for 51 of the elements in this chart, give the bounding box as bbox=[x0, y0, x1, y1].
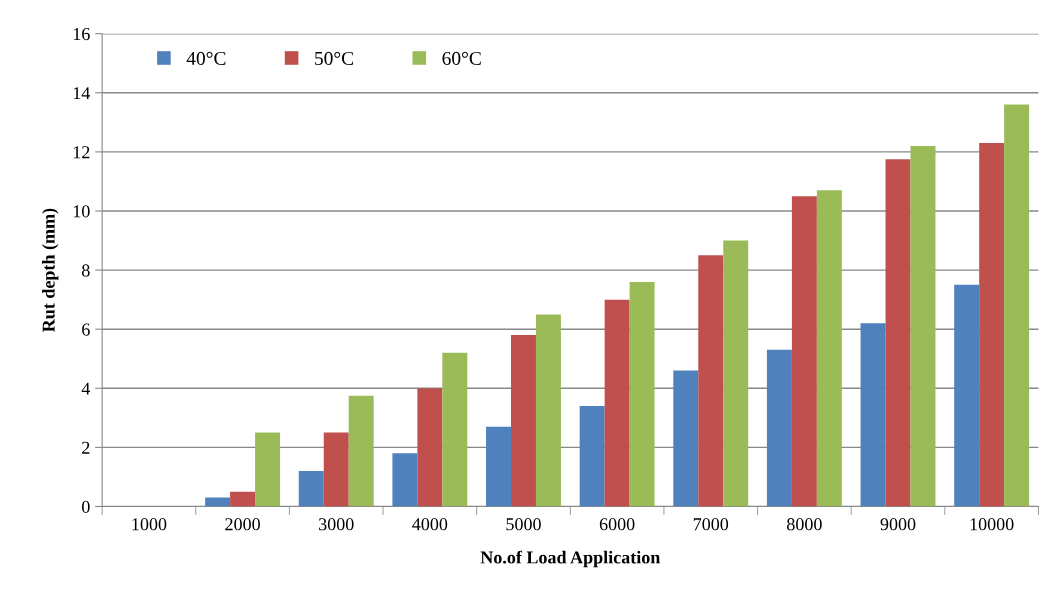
x-tick-label: 3000 bbox=[319, 518, 354, 531]
x-axis-title: No.of Load Application bbox=[480, 550, 661, 568]
y-tick-label: 10 bbox=[73, 205, 90, 218]
bar bbox=[910, 145, 936, 507]
bar bbox=[860, 323, 886, 507]
bar bbox=[791, 196, 817, 507]
bar bbox=[255, 432, 281, 507]
bar bbox=[535, 314, 561, 507]
y-tick-label: 2 bbox=[82, 441, 90, 454]
bar bbox=[205, 497, 231, 507]
y-axis-title: Rut depth (mm) bbox=[42, 208, 59, 332]
y-tick-label: 16 bbox=[73, 28, 90, 41]
bar bbox=[1004, 104, 1030, 507]
y-tick-label: 4 bbox=[81, 382, 91, 395]
bar bbox=[766, 349, 792, 507]
bar bbox=[673, 370, 699, 507]
bar bbox=[348, 395, 374, 507]
x-tick-label: 5000 bbox=[506, 518, 541, 531]
bar bbox=[979, 143, 1005, 507]
x-tick-label: 1000 bbox=[132, 518, 167, 531]
x-tick-label: 9000 bbox=[880, 518, 916, 531]
legend-label: 40°C bbox=[186, 51, 226, 65]
x-tick-label: 2000 bbox=[225, 518, 260, 531]
bar bbox=[230, 491, 256, 507]
x-tick-label: 6000 bbox=[599, 518, 635, 531]
bar bbox=[511, 335, 536, 507]
y-tick-label: 14 bbox=[73, 87, 91, 100]
y-tick-label: 12 bbox=[73, 146, 90, 159]
bar bbox=[417, 388, 443, 507]
bar bbox=[629, 281, 655, 507]
bar bbox=[579, 406, 605, 507]
x-tick-label: 4000 bbox=[412, 518, 448, 531]
bar bbox=[723, 240, 749, 507]
bar bbox=[298, 471, 324, 507]
bar bbox=[954, 284, 980, 507]
bar bbox=[698, 255, 724, 507]
legend-label: 50°C bbox=[315, 51, 354, 65]
y-tick-label: 0 bbox=[82, 500, 90, 513]
bar bbox=[442, 352, 468, 507]
x-tick-label: 8000 bbox=[787, 518, 822, 531]
bar bbox=[604, 299, 630, 507]
bar bbox=[816, 190, 842, 507]
bar bbox=[392, 453, 418, 507]
bar bbox=[323, 432, 349, 507]
legend-label: 60°C bbox=[442, 51, 481, 65]
y-tick-label: 8 bbox=[82, 264, 90, 277]
x-tick-label: 10000 bbox=[970, 518, 1014, 531]
bar bbox=[486, 426, 511, 507]
y-tick-label: 6 bbox=[82, 323, 90, 336]
x-tick-label: 7000 bbox=[693, 518, 729, 531]
bar bbox=[885, 159, 911, 507]
